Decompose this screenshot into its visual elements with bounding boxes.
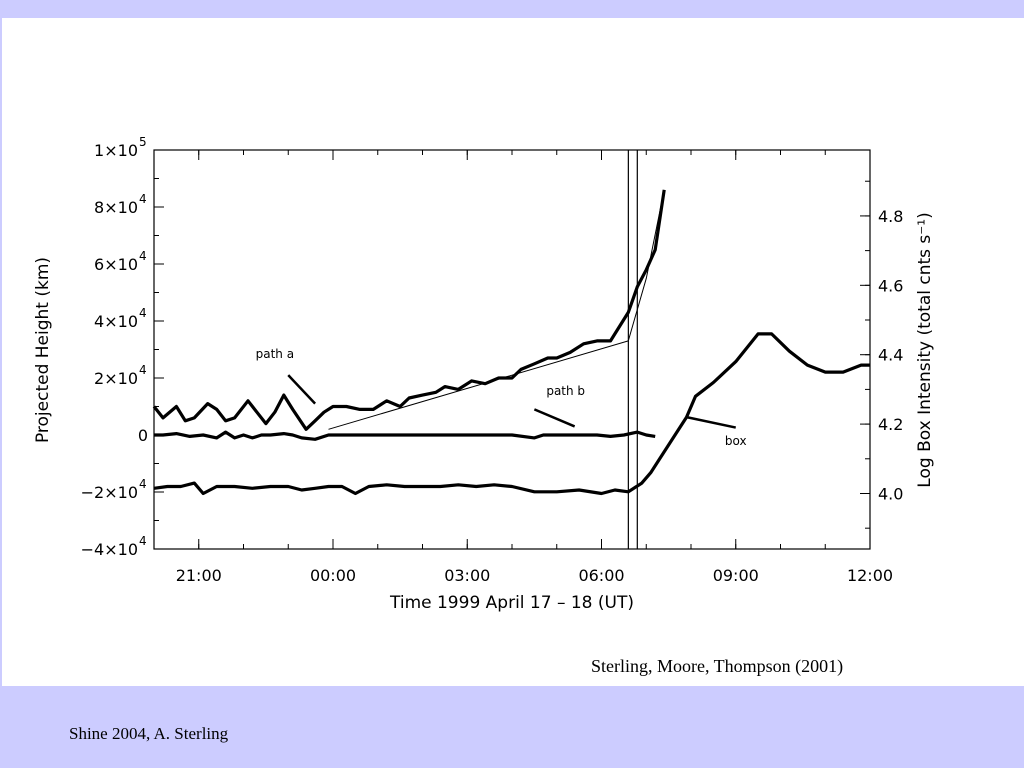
y-left-tick-label: 0: [138, 426, 148, 445]
annotation-pointer: [686, 415, 737, 429]
footer-text: Shine 2004, A. Sterling: [69, 724, 229, 743]
y-left-tick-label: 1×10: [94, 141, 138, 160]
x-tick-label: 12:00: [847, 566, 893, 585]
citation-text: Sterling, Moore, Thompson (2001): [591, 656, 844, 676]
y-right-axis-title: Log Box Intensity (total cnts s⁻¹): [915, 212, 935, 487]
y-left-tick-exponent: 4: [139, 363, 147, 377]
y-right-tick-label: 4.2: [878, 415, 903, 434]
y-left-tick-label: 2×10: [94, 369, 138, 388]
annotation-label: path b: [546, 384, 585, 398]
y-right-tick-label: 4.6: [878, 276, 903, 295]
y-left-tick-exponent: 4: [139, 477, 147, 491]
x-tick-label: 00:00: [310, 566, 356, 585]
x-tick-label: 03:00: [444, 566, 490, 585]
slide-top-band: [0, 0, 1024, 18]
y-left-tick-exponent: 4: [139, 306, 147, 320]
series-line-box: [153, 332, 870, 496]
y-left-tick-label: 4×10: [94, 312, 138, 331]
height-intensity-chart: 21:00 00:00 03:00 06:00 09:00 12:001×10 58×10 4…: [33, 135, 935, 613]
y-left-axis-title: Projected Height (km): [33, 257, 53, 443]
series-line-path-a: [152, 189, 666, 431]
x-tick-label: 09:00: [713, 566, 759, 585]
y-left-tick-exponent: 4: [139, 192, 147, 206]
x-tick-label: 21:00: [176, 566, 222, 585]
y-right-tick-label: 4.4: [878, 346, 903, 365]
series-line-path-a-fit: [328, 189, 665, 430]
y-left-tick-exponent: 4: [139, 249, 147, 263]
annotation-group: path a path b box: [256, 347, 747, 448]
y-left-tick-label: −4×10: [81, 540, 138, 559]
y-left-tick-label: 8×10: [94, 198, 138, 217]
y-left-tick-label: 6×10: [94, 255, 138, 274]
tick-group: 21:00 00:00 03:00 06:00 09:00 12:001×10 58×10 4…: [81, 135, 904, 585]
series-group: [152, 189, 870, 496]
annotation-pointer: [287, 374, 317, 405]
annotation-label: path a: [256, 347, 294, 361]
y-left-tick-exponent: 4: [139, 534, 147, 548]
x-tick-label: 06:00: [578, 566, 624, 585]
y-right-tick-label: 4.8: [878, 207, 903, 226]
slide-bottom-band: [0, 686, 1024, 768]
annotation-pointer: [533, 408, 576, 428]
x-axis-title: Time 1999 April 17 – 18 (UT): [389, 593, 634, 613]
y-left-tick-label: −2×10: [81, 483, 138, 502]
y-right-tick-label: 4.0: [878, 484, 903, 503]
series-line-path-b: [154, 430, 656, 441]
slide-left-band: [0, 18, 2, 686]
y-left-tick-exponent: 5: [139, 135, 147, 149]
annotation-label: box: [725, 434, 747, 448]
vertical-markers: [627, 150, 638, 549]
